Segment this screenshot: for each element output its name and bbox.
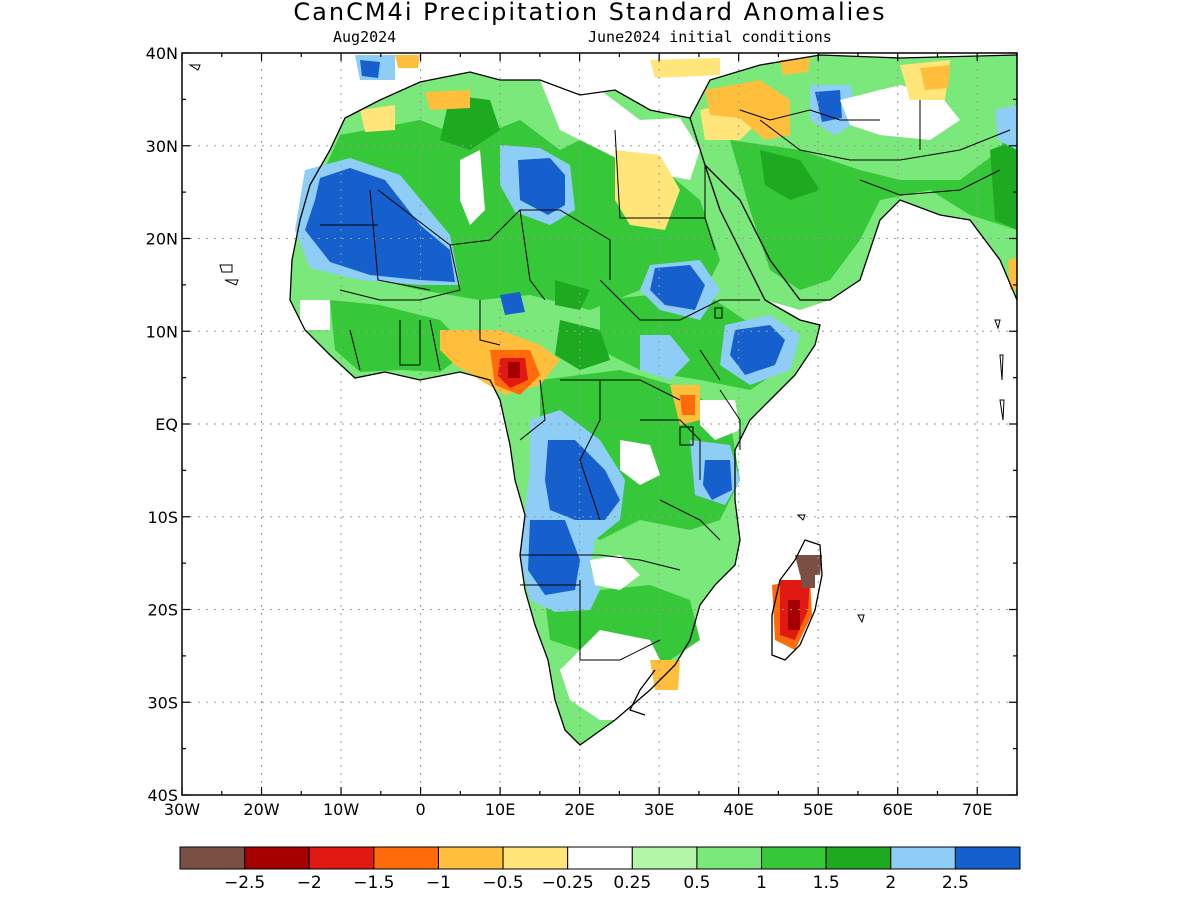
longitude-labels: 30W 20W 10W 0 10E 20E 30E 40E 50E 60E 70E bbox=[164, 800, 993, 819]
colorbar-label: −0.25 bbox=[542, 873, 594, 893]
anomaly-near-normal bbox=[300, 80, 960, 720]
colorbar-swatch bbox=[308, 846, 375, 870]
lat-label: 30S bbox=[147, 693, 178, 712]
lat-label: 20N bbox=[146, 230, 178, 249]
lon-label: 0 bbox=[415, 800, 425, 819]
colorbar-swatch bbox=[502, 846, 569, 870]
colorbar-swatch bbox=[631, 846, 698, 870]
colorbar-label: −1.5 bbox=[353, 873, 394, 893]
axis-ticks bbox=[181, 52, 1018, 796]
lon-label: 70E bbox=[962, 800, 992, 819]
colorbar-swatch bbox=[890, 846, 956, 870]
colorbar-swatch bbox=[373, 846, 439, 870]
colorbar-label: 2.5 bbox=[942, 873, 969, 893]
anomaly-1.5-to-2 bbox=[440, 95, 1017, 370]
lat-label: 30N bbox=[146, 137, 178, 156]
colorbar-labels: −2.5 −2 −1.5 −1 −0.5 −0.25 0.25 0.5 1 1.5 2 2.5 bbox=[224, 873, 969, 893]
lat-label: 20S bbox=[147, 601, 178, 620]
lat-label: 40N bbox=[146, 44, 178, 63]
colorbar-label: 1.5 bbox=[813, 873, 840, 893]
colorbar-swatch bbox=[437, 846, 504, 870]
colorbar-swatch bbox=[244, 846, 310, 870]
colorbar bbox=[179, 846, 1021, 870]
lat-label: 40S bbox=[147, 786, 178, 805]
lat-label: 10S bbox=[147, 508, 178, 527]
graticule bbox=[182, 53, 1017, 795]
lon-label: 60E bbox=[882, 800, 912, 819]
colorbar-label: 2 bbox=[885, 873, 896, 893]
colorbar-label: −2 bbox=[297, 873, 322, 893]
subtitle-valid-month: Aug2024 bbox=[333, 28, 397, 46]
lon-label: 40E bbox=[723, 800, 753, 819]
lon-label: 10W bbox=[323, 800, 359, 819]
latitude-labels: 40N 30N 20N 10N EQ 10S 20S 30S 40S bbox=[146, 44, 178, 805]
colorbar-label: −0.5 bbox=[482, 873, 523, 893]
colorbar-label: −1 bbox=[426, 873, 451, 893]
map-title: CanCM4i Precipitation Standard Anomalies bbox=[293, 0, 887, 26]
colorbar-swatch bbox=[567, 846, 633, 870]
lon-label: 30W bbox=[164, 800, 200, 819]
anomaly-above-2.5 bbox=[305, 60, 842, 595]
colorbar-label: −2.5 bbox=[224, 873, 265, 893]
lon-label: 10E bbox=[485, 800, 515, 819]
colorbar-swatch bbox=[825, 846, 892, 870]
lon-label: 20W bbox=[243, 800, 279, 819]
colorbar-label: 1 bbox=[756, 873, 767, 893]
lon-label: 50E bbox=[803, 800, 833, 819]
colorbar-swatch bbox=[179, 846, 246, 870]
coastlines bbox=[289, 54, 1017, 746]
anomaly-below-minus-2.5 bbox=[795, 555, 822, 588]
anomaly-minus-2-to-minus-2.5 bbox=[508, 362, 800, 630]
anomaly-field bbox=[182, 53, 1017, 795]
lon-label: 20E bbox=[564, 800, 594, 819]
lat-label: EQ bbox=[155, 415, 178, 434]
subtitle-initial-conditions: June2024 initial conditions bbox=[588, 28, 832, 46]
islands bbox=[188, 64, 1005, 624]
lon-label: 30E bbox=[644, 800, 674, 819]
lat-label: 10N bbox=[146, 322, 178, 341]
colorbar-swatch bbox=[761, 846, 827, 870]
colorbar-swatch bbox=[696, 846, 763, 870]
colorbar-label: 0.25 bbox=[613, 873, 651, 893]
colorbar-swatch bbox=[954, 846, 1021, 870]
country-borders bbox=[320, 100, 1011, 661]
colorbar-label: 0.5 bbox=[683, 873, 710, 893]
